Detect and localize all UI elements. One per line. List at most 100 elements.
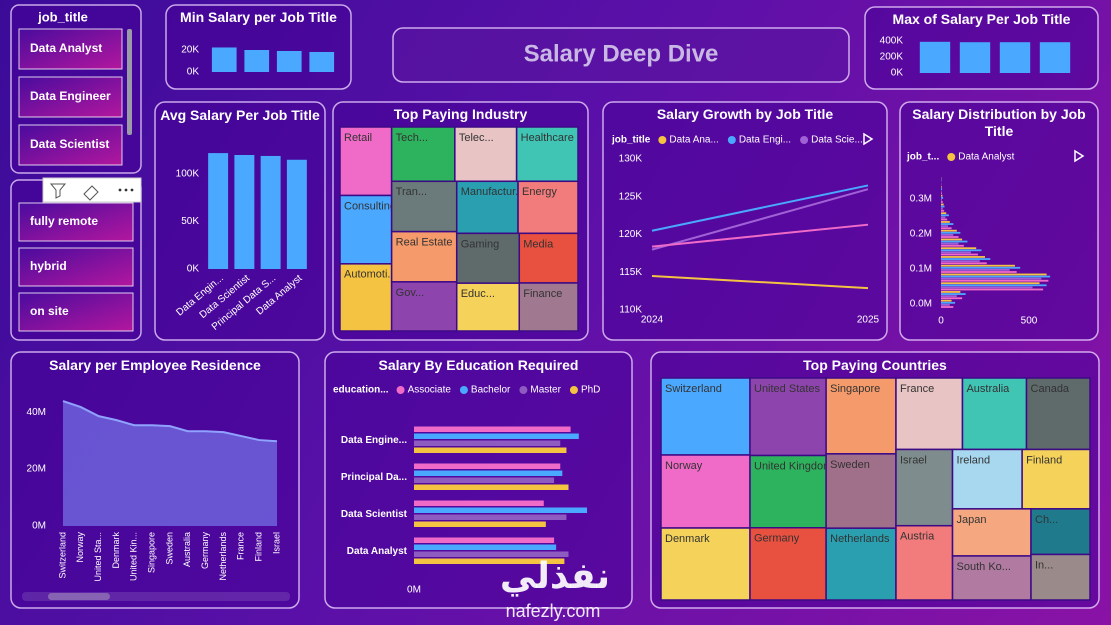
more-options-dot[interactable] [124,188,128,192]
bar [276,50,302,72]
more-options-dot[interactable] [118,188,122,192]
bar [941,205,945,208]
treemap-label: Finland [1026,454,1062,466]
treemap-label: Germany [754,533,800,545]
bar [414,521,546,527]
slicer-item[interactable] [18,202,134,242]
y-tick-label: 200K [880,52,904,63]
slicer-item[interactable] [18,247,134,287]
bar [941,203,944,206]
treemap-tile [390,126,456,183]
x-tick-label: 0M [407,585,421,596]
treemap-tile [1025,377,1091,451]
filter-icon[interactable] [49,183,67,199]
x-tick-label: 2025 [857,315,880,326]
bar [414,558,565,564]
legend-label: Bachelor [471,385,511,396]
legend-swatch [800,136,809,144]
y-tick-label: 120K [619,229,643,240]
bar [414,447,567,453]
slicer-item[interactable] [18,124,123,166]
legend-title: job_title [611,135,651,146]
treemap-label: Ireland [957,454,991,466]
dashboard-title: Salary Deep Dive [524,40,719,67]
treemap-tile [951,448,1023,510]
y-tick-label: 0M [32,521,46,532]
x-tick-label: Australia [182,532,192,567]
chart-title: Top Paying Countries [803,357,947,373]
bar [941,216,946,219]
treemap-label: Finance [523,288,562,300]
treemap-label: Netherlands [830,533,890,545]
y-tick-label: 400K [880,36,904,47]
bar [941,236,959,238]
treemap-tile [951,508,1032,557]
bar [941,271,1017,273]
y-tick-label: 115K [619,267,642,278]
treemap-label: France [900,383,934,395]
bar [414,507,588,513]
bar [941,201,943,203]
y-tick-label: 0K [891,68,904,79]
bar [208,153,229,269]
treemap-label: Healthcare [521,132,574,144]
bar [414,537,555,543]
treemap-tile [660,454,751,529]
slicer-item[interactable] [18,292,134,332]
more-options-dot[interactable] [130,188,134,192]
legend-label: Data Analyst [958,152,1014,163]
bar [941,288,1044,291]
bar [414,463,561,469]
treemap-tile [454,126,518,183]
bar [941,179,942,182]
slicer-item[interactable] [18,76,123,118]
treemap-tile [515,126,579,183]
treemap-label: Norway [665,460,703,472]
treemap-tile [895,524,954,601]
treemap-label: Sweden [830,459,870,471]
chart-title: Min Salary per Job Title [180,9,337,25]
treemap-label: Tran... [396,186,427,198]
bar [941,291,961,293]
bar [941,253,978,256]
bar [941,238,963,241]
treemap-label: Gaming [461,238,500,250]
bar [941,214,949,217]
scrollbar[interactable] [127,29,132,135]
treemap-label: Energy [522,186,557,198]
line [651,184,869,232]
bar [941,240,968,243]
y-tick-label: 0.2M [910,229,932,240]
bar [941,225,949,228]
bar [959,42,991,73]
bar [941,229,957,232]
chart-title: Max of Salary Per Job Title [892,11,1071,27]
y-tick-label: Data Analyst [347,546,408,557]
bar [414,484,569,490]
bar [234,155,255,269]
slicer-item[interactable] [18,28,123,70]
slicer-title: job_title [37,9,88,24]
x-tick-label: Switzerland [57,532,67,579]
bar [941,304,950,306]
line [651,188,869,251]
bar [941,277,1042,280]
bar [941,190,942,193]
legend-next-arrow[interactable] [1074,149,1085,163]
treemap-tile [895,377,964,451]
bar [941,227,952,230]
bar [941,258,991,260]
bar [941,247,977,250]
legend-next-arrow[interactable] [863,132,874,146]
legend-label: Data Scie... [811,135,863,146]
y-tick-label: 0.1M [910,264,932,275]
bar [941,262,987,265]
line [651,223,869,248]
bar [941,297,963,300]
bar [941,269,1010,271]
chart-title: Salary By Education Required [378,357,579,373]
eraser-icon[interactable] [83,185,99,201]
legend-title: job_t... [906,152,939,163]
treemap-tile [390,281,458,332]
